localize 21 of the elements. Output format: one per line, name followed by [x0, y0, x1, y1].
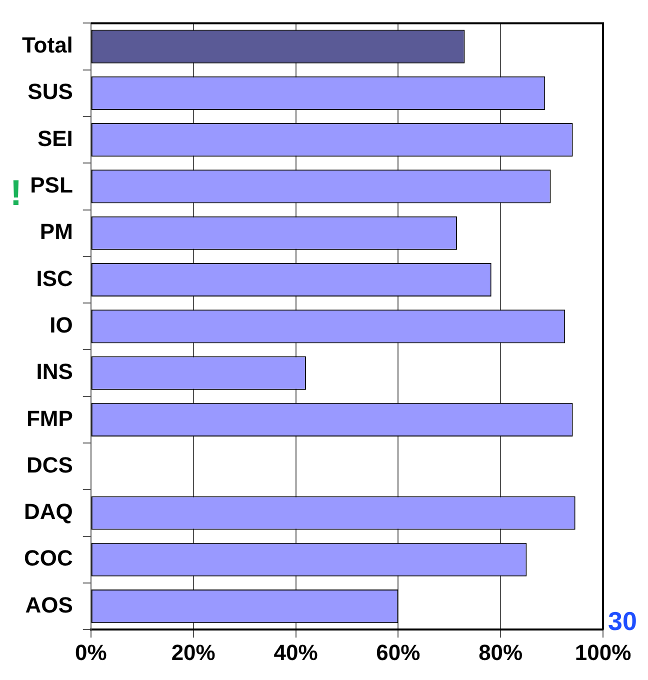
y-tick-label: AOS	[25, 592, 73, 618]
y-tick-label: COC	[24, 546, 74, 571]
y-tick-label: INS	[36, 359, 73, 384]
y-tick-label: ISC	[36, 266, 74, 291]
y-tick-label: DAQ	[24, 499, 73, 524]
x-tick-label: 100%	[574, 640, 632, 665]
x-tick-label: 80%	[478, 640, 523, 665]
y-tick-label: SUS	[28, 79, 73, 104]
text: !	[10, 172, 22, 214]
y-tick-label: FMP	[26, 406, 73, 431]
y-tick-label: Total	[22, 32, 73, 58]
y-tick-label: DCS	[26, 452, 73, 478]
y-tick-label: SEI	[37, 126, 73, 151]
x-tick-label: 40%	[274, 640, 318, 665]
y-tick-label: PM	[40, 219, 73, 244]
text: 30	[608, 606, 637, 637]
y-tick-label: PSL	[30, 172, 73, 198]
x-tick-label: 20%	[171, 640, 216, 665]
x-tick-label: 0%	[75, 640, 107, 665]
y-tick-label: IO	[50, 312, 73, 338]
x-tick-label: 60%	[376, 640, 420, 665]
